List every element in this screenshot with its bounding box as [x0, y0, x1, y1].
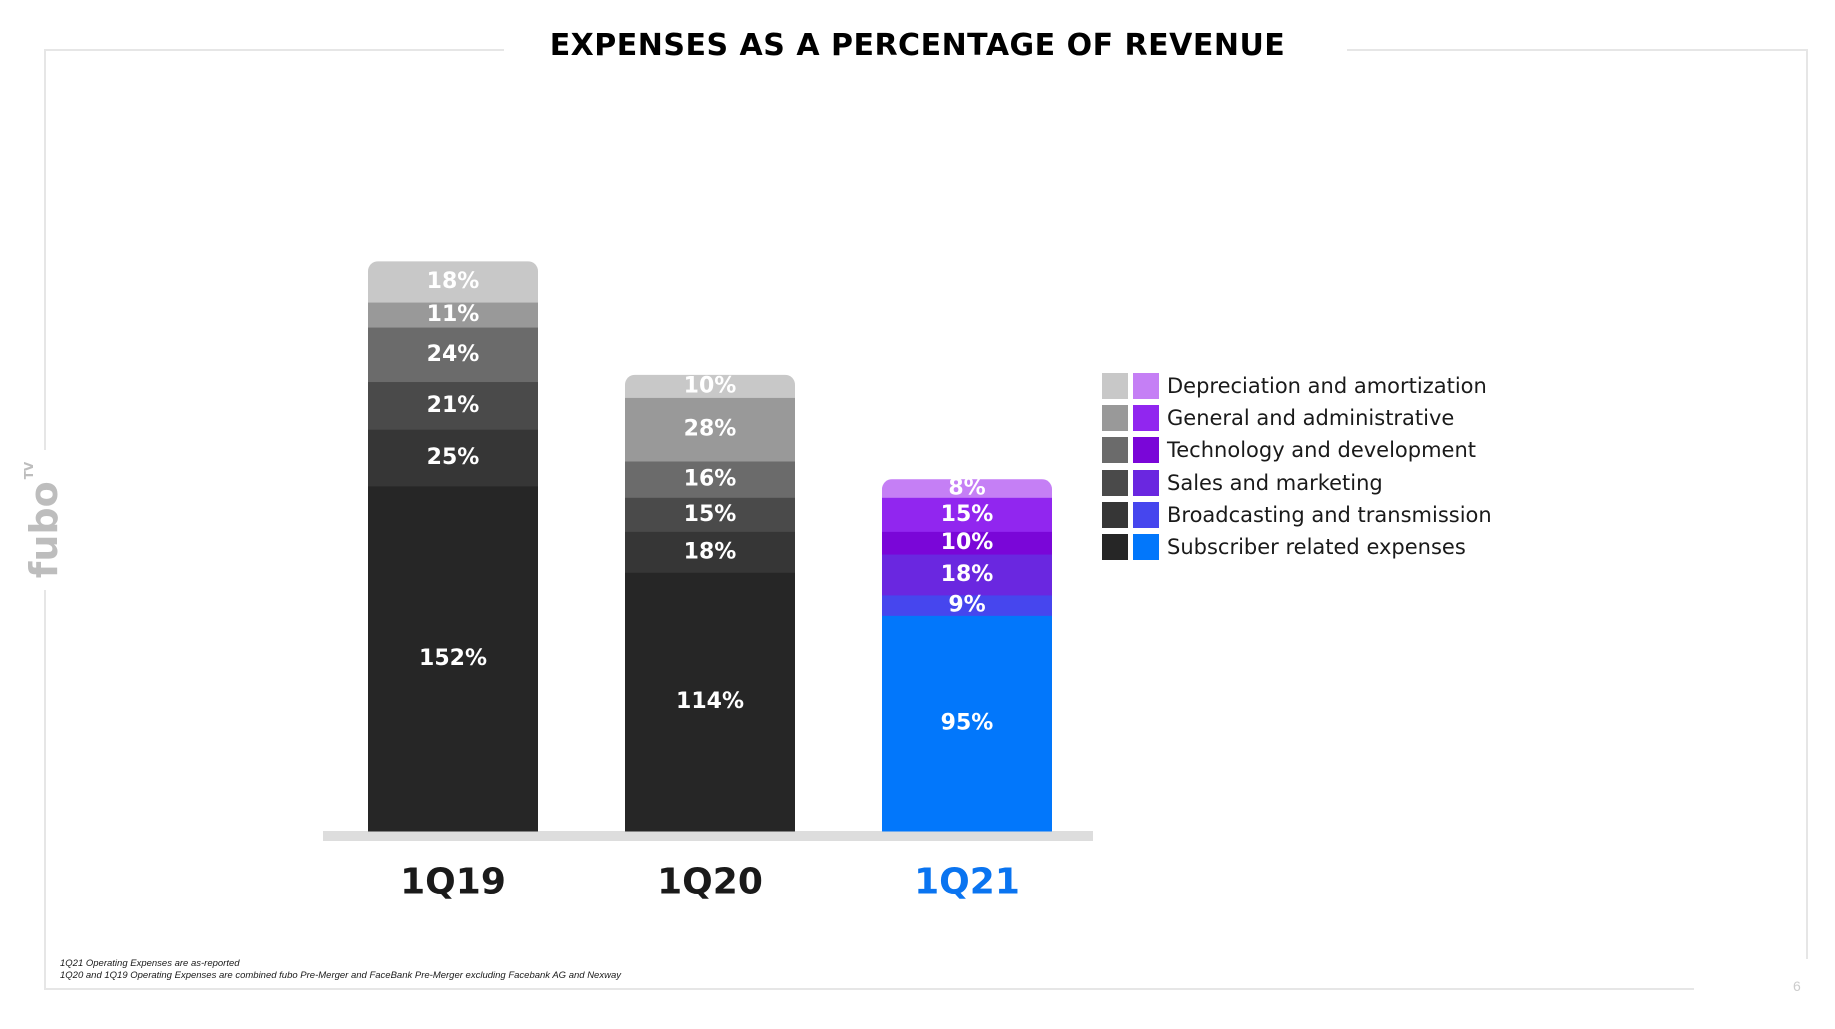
- bar-data-label: 18%: [427, 269, 480, 294]
- bar-data-label: 28%: [684, 417, 737, 442]
- legend-swatch-gray: [1102, 501, 1128, 528]
- bar-segment: [882, 594, 1052, 616]
- legend-swatch-gray: [1102, 405, 1128, 432]
- frame-top-left-line: [44, 49, 504, 51]
- bar-data-label: 16%: [684, 467, 737, 492]
- chart-title: EXPENSES AS A PERCENTAGE OF REVENUE: [549, 28, 1286, 63]
- legend-item-subscriber: Subscriber related expenses: [1102, 531, 1492, 563]
- legend-swatch-color: [1133, 405, 1159, 432]
- bar-segment: [882, 531, 1052, 555]
- legend-swatch-color: [1133, 501, 1159, 528]
- chart-baseline: [323, 831, 1093, 841]
- bar-segment: [625, 460, 795, 498]
- footnotes: 1Q21 Operating Expenses are as-reported …: [60, 958, 621, 982]
- bar-segment: [368, 485, 538, 832]
- legend-item-sales-marketing: Sales and marketing: [1102, 467, 1492, 499]
- legend-label: Technology and development: [1167, 438, 1477, 463]
- bar-stack-1Q20: [625, 374, 795, 832]
- bar-data-label: 10%: [941, 530, 994, 555]
- x-tick-label: 1Q20: [657, 862, 763, 903]
- bar-stack-1Q21: [882, 479, 1052, 832]
- bar-data-label: 95%: [941, 711, 994, 736]
- bar-segment: [625, 572, 795, 832]
- bar-data-label: 18%: [941, 562, 994, 587]
- legend-item-broadcasting: Broadcasting and transmission: [1102, 499, 1492, 531]
- bar-data-label: 114%: [676, 689, 744, 714]
- bar-segment: [625, 397, 795, 462]
- legend-swatch-color: [1133, 469, 1159, 496]
- legend-swatch-color: [1133, 437, 1159, 464]
- frame-bottom-line: [44, 988, 1694, 990]
- bar-segment: [368, 327, 538, 383]
- bar-segment: [882, 497, 1052, 532]
- legend-swatch-color: [1133, 373, 1159, 400]
- bar-data-label: 11%: [427, 302, 480, 327]
- legend-swatch-gray: [1102, 437, 1128, 464]
- legend-label: Depreciation and amortization: [1167, 374, 1487, 399]
- bar-segment: [882, 479, 1052, 498]
- logo-gap: [36, 450, 54, 590]
- chart-legend: Depreciation and amortization General an…: [1102, 370, 1492, 563]
- x-tick-label: 1Q21: [914, 862, 1020, 903]
- bar-segment: [368, 429, 538, 487]
- bar-data-label: 10%: [684, 374, 737, 399]
- bar-segment: [368, 381, 538, 430]
- legend-label: Subscriber related expenses: [1167, 535, 1466, 560]
- bar-data-label: 24%: [427, 342, 480, 367]
- bar-data-label: 15%: [941, 502, 994, 527]
- bar-data-label: 152%: [419, 646, 487, 671]
- frame-right-line: [1806, 49, 1808, 959]
- legend-item-depreciation: Depreciation and amortization: [1102, 370, 1492, 402]
- legend-item-technology: Technology and development: [1102, 434, 1492, 466]
- legend-label: General and administrative: [1167, 406, 1455, 431]
- legend-label: Sales and marketing: [1167, 470, 1383, 495]
- legend-item-general-admin: General and administrative: [1102, 402, 1492, 434]
- legend-swatch-color: [1133, 534, 1159, 561]
- bar-segment: [368, 302, 538, 328]
- page-number: 6: [1793, 978, 1801, 994]
- bar-segment: [368, 261, 538, 303]
- bar-data-label: 8%: [948, 476, 985, 501]
- bar-stack-1Q19: [368, 261, 538, 832]
- bar-segment: [625, 374, 795, 398]
- legend-label: Broadcasting and transmission: [1167, 502, 1492, 527]
- x-tick-label: 1Q19: [400, 862, 506, 903]
- footnote-1q21: 1Q21 Operating Expenses are as-reported: [60, 958, 240, 969]
- legend-swatch-gray: [1102, 469, 1128, 496]
- bar-segment: [882, 615, 1052, 832]
- footnote-1q20-1q19: 1Q20 and 1Q19 Operating Expenses are com…: [60, 970, 621, 981]
- bar-segment: [625, 497, 795, 532]
- legend-swatch-gray: [1102, 373, 1128, 400]
- bar-data-label: 15%: [684, 502, 737, 527]
- bar-data-label: 9%: [948, 593, 985, 618]
- legend-swatch-gray: [1102, 534, 1128, 561]
- bar-segment: [882, 554, 1052, 596]
- bar-data-label: 21%: [427, 393, 480, 418]
- frame-top-right-line: [1347, 49, 1807, 51]
- bar-segment: [625, 531, 795, 573]
- bar-data-label: 18%: [684, 539, 737, 564]
- bar-data-label: 25%: [427, 445, 480, 470]
